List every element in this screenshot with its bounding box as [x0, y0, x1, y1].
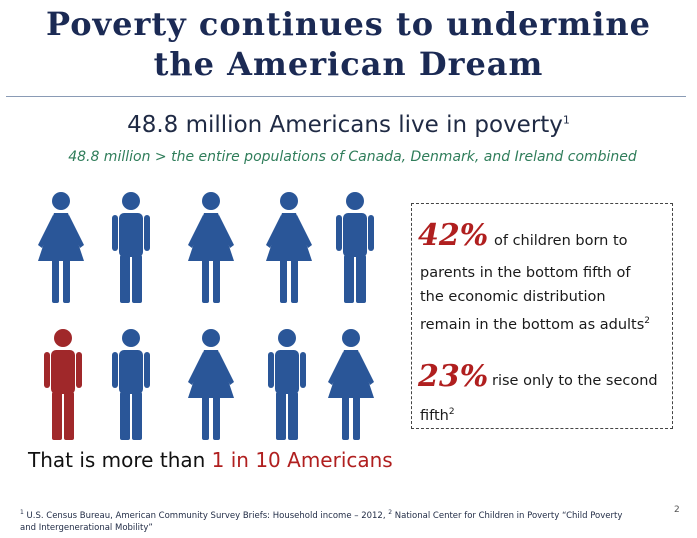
female-figure-icon — [182, 328, 240, 442]
stat-2-lead: rise only to the second — [492, 373, 658, 389]
male-figure-icon — [102, 191, 160, 305]
stat-2-footnote-mark: 2 — [448, 407, 455, 417]
caption-highlight: 1 in 10 Americans — [211, 448, 393, 472]
footnotes: 1 U.S. Census Bureau, American Community… — [20, 507, 640, 534]
headline: 48.8 million Americans live in poverty1 — [0, 112, 697, 138]
caption-prefix: That is more than — [28, 448, 212, 472]
footnote-1-mark: 1 — [20, 509, 24, 516]
title-divider — [6, 96, 686, 97]
subline: 48.8 million > the entire populations of… — [68, 149, 637, 165]
female-figure-icon — [260, 191, 318, 305]
stat-1-lead: of children born to — [494, 233, 628, 249]
stat-1-line4: remain in the bottom as adults2 — [420, 316, 651, 333]
male-figure-icon — [258, 328, 316, 442]
female-figure-icon — [182, 191, 240, 305]
title-line-2: the American Dream — [153, 45, 544, 83]
stats-box: 42% of children born to parents in the b… — [411, 203, 673, 429]
page-number: 2 — [674, 505, 680, 515]
headline-text: 48.8 million Americans live in poverty — [127, 112, 563, 138]
headline-footnote-mark: 1 — [562, 113, 570, 127]
footnote-1-text: U.S. Census Bureau, American Community S… — [26, 510, 386, 521]
caption: That is more than 1 in 10 Americans — [28, 448, 393, 472]
footnote-2-text: National Center for Children in Poverty … — [20, 510, 623, 533]
stat-2-line2: fifth2 — [420, 407, 455, 424]
male-figure-icon-highlighted — [34, 328, 92, 442]
stat-23-percent: 23% — [418, 359, 489, 394]
male-figure-icon — [102, 328, 160, 442]
stat-42-percent: 42% — [418, 218, 489, 253]
female-figure-icon — [32, 191, 90, 305]
female-figure-icon — [322, 328, 380, 442]
footnote-2-mark: 2 — [388, 509, 393, 516]
slide-title: Poverty continues to undermine the Ameri… — [0, 4, 697, 84]
stat-1-line2: parents in the bottom fifth of — [420, 265, 631, 281]
stat-1-footnote-mark: 2 — [644, 316, 651, 326]
stat-1-line3: the economic distribution — [420, 289, 606, 305]
male-figure-icon — [326, 191, 384, 305]
title-line-1: Poverty continues to undermine — [46, 5, 651, 43]
